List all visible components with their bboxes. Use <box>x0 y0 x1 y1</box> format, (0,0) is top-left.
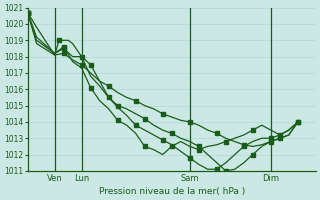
X-axis label: Pression niveau de la mer( hPa ): Pression niveau de la mer( hPa ) <box>99 187 245 196</box>
